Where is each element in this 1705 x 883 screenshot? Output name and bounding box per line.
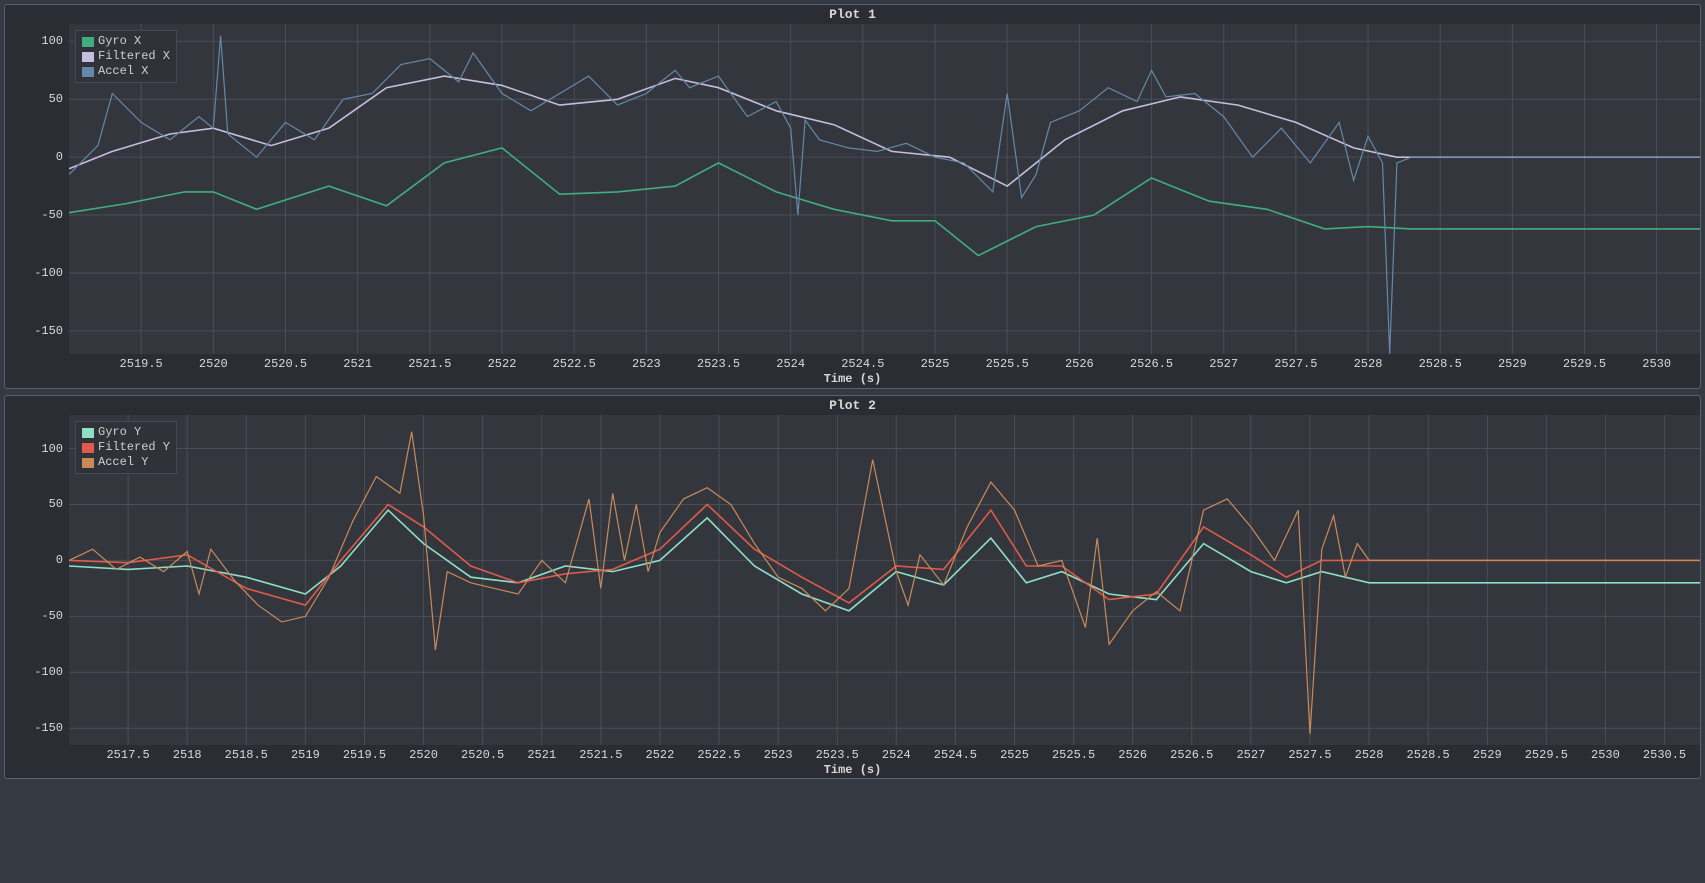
x-tick: 2527 [1209, 357, 1238, 371]
legend-swatch-icon [82, 37, 94, 47]
x-tick: 2530.5 [1643, 748, 1686, 762]
x-tick: 2520 [199, 357, 228, 371]
legend-swatch-icon [82, 428, 94, 438]
y-left-tick: 50 [49, 497, 63, 511]
y-left-tick: 0 [56, 150, 63, 164]
legend-swatch-icon [82, 52, 94, 62]
x-tick: 2524.5 [841, 357, 884, 371]
x-tick: 2526.5 [1170, 748, 1213, 762]
x-tick: 2528 [1354, 357, 1383, 371]
x-tick: 2521.5 [579, 748, 622, 762]
legend-item[interactable]: Gyro Y [82, 425, 170, 440]
legend-item[interactable]: Filtered Y [82, 440, 170, 455]
plot-1-panel: Plot 1 Gyro X Filtered X Accel X 100500-… [4, 4, 1701, 389]
x-tick: 2528.5 [1407, 748, 1450, 762]
x-tick: 2522.5 [553, 357, 596, 371]
legend-item[interactable]: Filtered X [82, 49, 170, 64]
y-left-tick: -50 [41, 609, 63, 623]
x-tick: 2528.5 [1419, 357, 1462, 371]
x-tick: 2525.5 [1052, 748, 1095, 762]
legend-label: Filtered Y [98, 440, 170, 455]
legend-item[interactable]: Accel Y [82, 455, 170, 470]
x-tick: 2529 [1498, 357, 1527, 371]
x-tick: 2527.5 [1288, 748, 1331, 762]
legend-label: Gyro X [98, 34, 141, 49]
x-tick: 2529.5 [1563, 357, 1606, 371]
x-tick: 2527 [1236, 748, 1265, 762]
x-tick: 2521.5 [408, 357, 451, 371]
x-tick: 2528 [1355, 748, 1384, 762]
x-tick: 2529 [1473, 748, 1502, 762]
legend-swatch-icon [82, 443, 94, 453]
legend-label: Gyro Y [98, 425, 141, 440]
x-tick: 2523.5 [697, 357, 740, 371]
y-left-tick: 100 [41, 34, 63, 48]
plot-1-area[interactable]: Gyro X Filtered X Accel X 100500-50-100-… [69, 24, 1700, 354]
x-tick: 2519.5 [120, 357, 163, 371]
legend-label: Accel Y [98, 455, 148, 470]
y-left-tick: 100 [41, 442, 63, 456]
legend-item[interactable]: Gyro X [82, 34, 170, 49]
x-tick: 2519.5 [343, 748, 386, 762]
x-tick: 2524 [776, 357, 805, 371]
x-tick: 2525 [921, 357, 950, 371]
x-tick: 2518 [173, 748, 202, 762]
x-tick: 2522 [488, 357, 517, 371]
y-left-tick: 0 [56, 553, 63, 567]
x-tick: 2524 [882, 748, 911, 762]
x-tick: 2524.5 [934, 748, 977, 762]
x-tick: 2525.5 [986, 357, 1029, 371]
y-left-tick: -150 [34, 721, 63, 735]
x-tick: 2518.5 [225, 748, 268, 762]
plot-2-panel: Plot 2 Gyro Y Filtered Y Accel Y 100500-… [4, 395, 1701, 779]
x-tick: 2526 [1118, 748, 1147, 762]
x-tick: 2520.5 [461, 748, 504, 762]
x-tick: 2521 [527, 748, 556, 762]
legend-label: Accel X [98, 64, 148, 79]
x-tick: 2523 [632, 357, 661, 371]
x-tick: 2521 [343, 357, 372, 371]
y-left-tick: -100 [34, 266, 63, 280]
y-left-tick: -150 [34, 324, 63, 338]
plot-1-title: Plot 1 [5, 5, 1700, 24]
legend-swatch-icon [82, 67, 94, 77]
x-tick: 2519 [291, 748, 320, 762]
plot-1-svg [69, 24, 1700, 354]
x-tick: 2517.5 [106, 748, 149, 762]
y-left-tick: 50 [49, 92, 63, 106]
x-tick: 2522.5 [697, 748, 740, 762]
plot-2-x-title: Time (s) [5, 761, 1700, 781]
x-tick: 2520.5 [264, 357, 307, 371]
plot-2-area[interactable]: Gyro Y Filtered Y Accel Y 100500-50-100-… [69, 415, 1700, 745]
legend-swatch-icon [82, 458, 94, 468]
legend-label: Filtered X [98, 49, 170, 64]
plot-2-svg [69, 415, 1700, 745]
plot-1-x-title: Time (s) [5, 370, 1700, 390]
x-tick: 2523 [764, 748, 793, 762]
x-tick: 2529.5 [1525, 748, 1568, 762]
y-left-tick: -50 [41, 208, 63, 222]
x-tick: 2530 [1591, 748, 1620, 762]
x-tick: 2523.5 [816, 748, 859, 762]
plot-2-title: Plot 2 [5, 396, 1700, 415]
plot-1-legend[interactable]: Gyro X Filtered X Accel X [75, 30, 177, 83]
x-tick: 2520 [409, 748, 438, 762]
legend-item[interactable]: Accel X [82, 64, 170, 79]
x-tick: 2527.5 [1274, 357, 1317, 371]
plot-2-legend[interactable]: Gyro Y Filtered Y Accel Y [75, 421, 177, 474]
x-tick: 2522 [646, 748, 675, 762]
x-tick: 2526.5 [1130, 357, 1173, 371]
x-tick: 2525 [1000, 748, 1029, 762]
x-tick: 2526 [1065, 357, 1094, 371]
x-tick: 2530 [1642, 357, 1671, 371]
y-left-tick: -100 [34, 665, 63, 679]
